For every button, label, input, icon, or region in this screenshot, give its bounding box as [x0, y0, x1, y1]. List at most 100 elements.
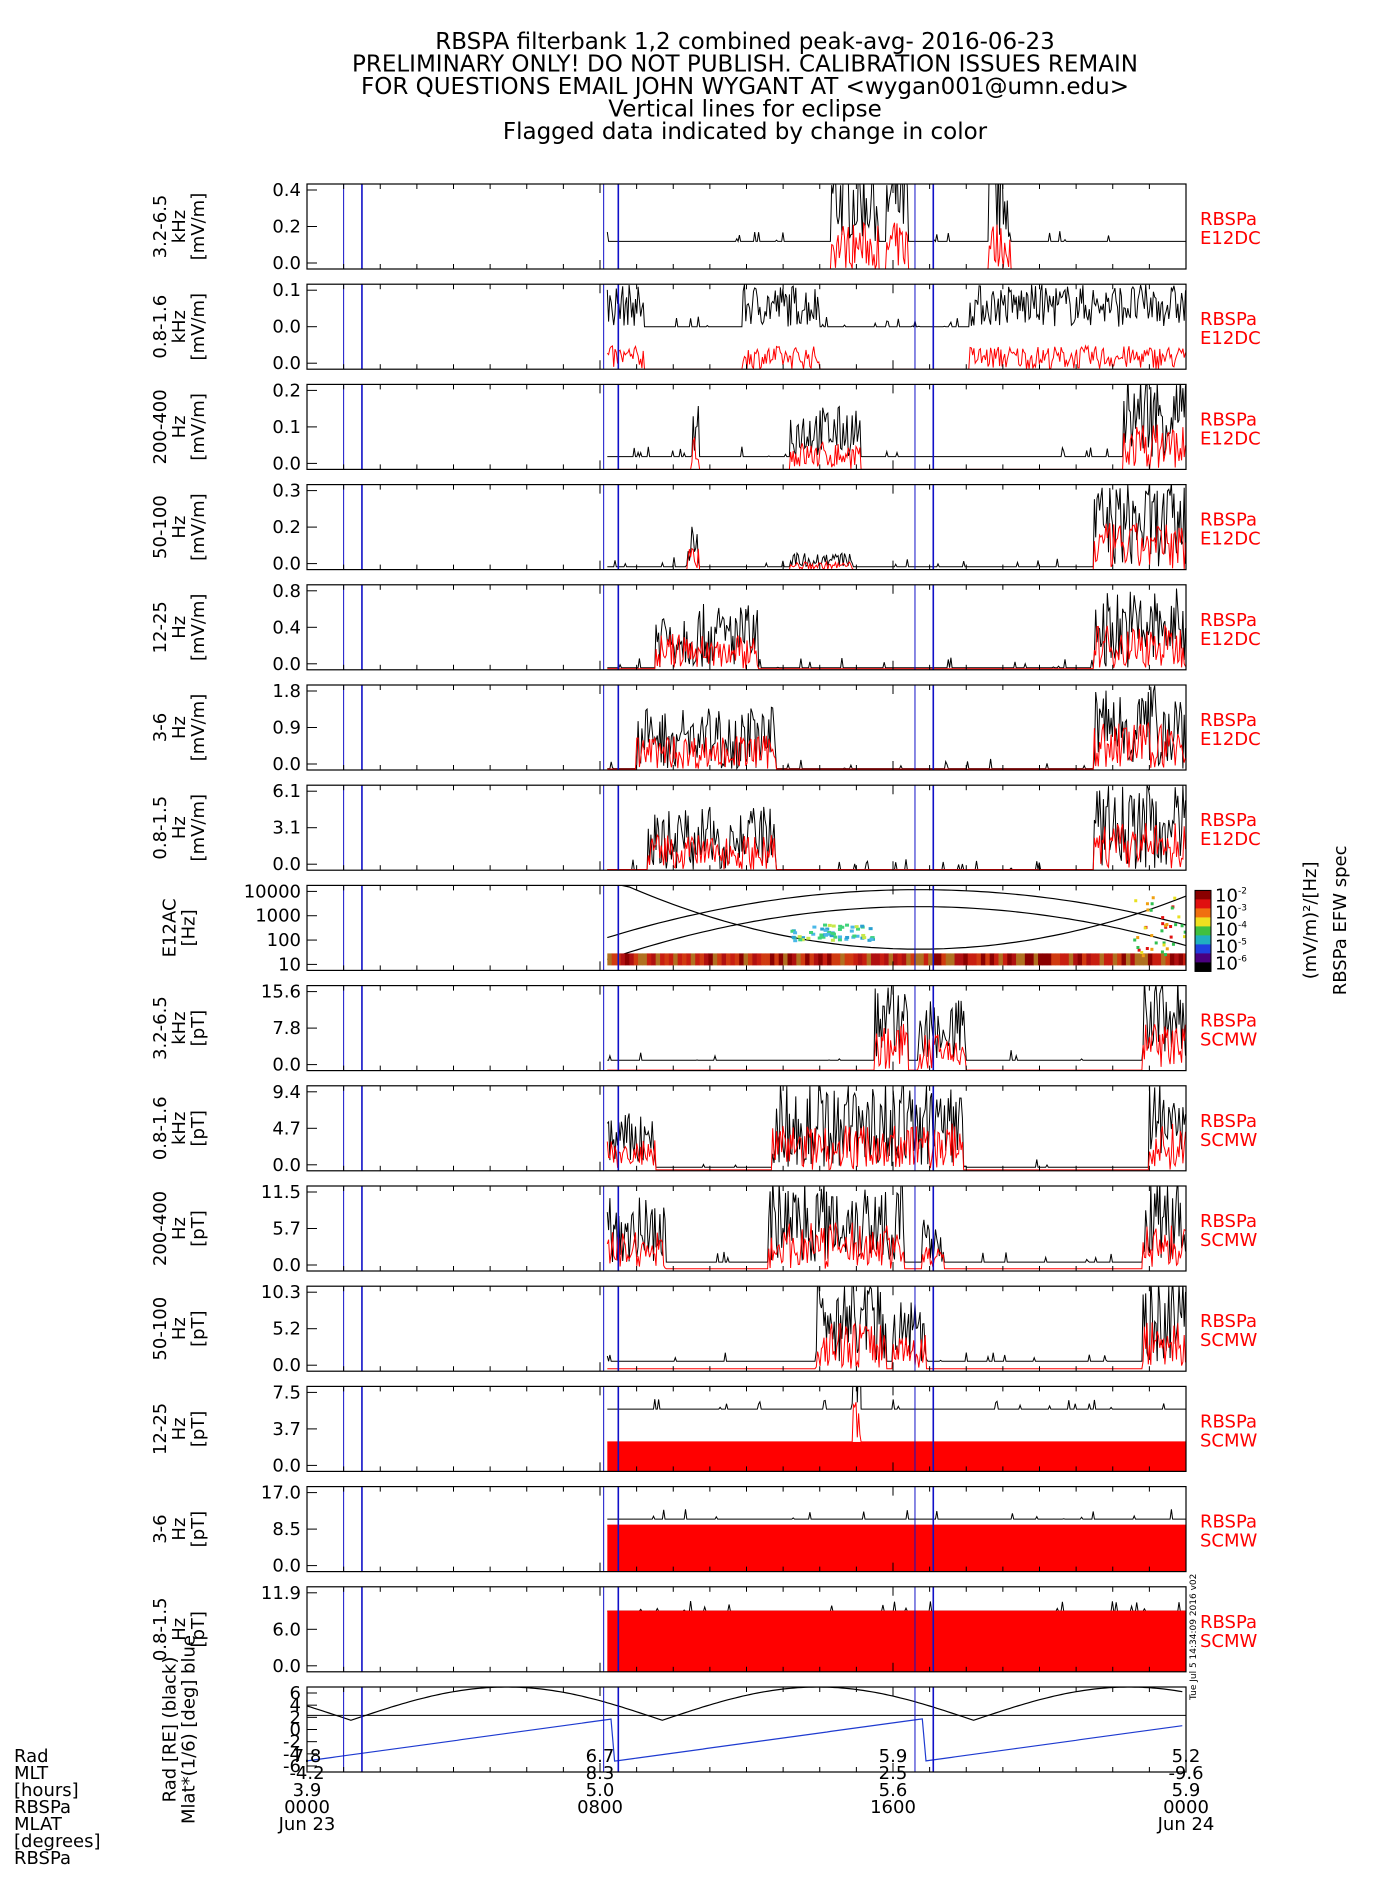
spectrogram-cell — [743, 953, 749, 966]
spectrogram-cell — [849, 929, 854, 933]
avg-series-fill — [607, 1525, 1186, 1572]
y-axis-label: Hz — [169, 1417, 190, 1440]
spectrogram-cell — [783, 953, 788, 966]
instrument-label: E12DC — [1200, 729, 1261, 750]
spectrogram-cell — [629, 953, 635, 966]
title-line-2: FOR QUESTIONS EMAIL JOHN WYGANT AT <wyga… — [361, 74, 1129, 100]
avg-series-line — [607, 221, 1186, 269]
y-axis-label: 12-25 — [150, 1403, 171, 1455]
spectrogram-cell — [791, 953, 797, 966]
y-axis-label: Hz — [169, 1518, 190, 1541]
spectrogram-cell — [1038, 953, 1043, 966]
panel-frame — [306, 1285, 1187, 1372]
spectrogram-cell — [801, 936, 806, 940]
x-axis-row-label: MLAT — [14, 1814, 63, 1835]
spectrogram-cell — [829, 934, 834, 938]
y-tick-label: 11.5 — [261, 1182, 301, 1203]
spectrogram-cell — [638, 953, 643, 966]
panel-frame — [306, 784, 1187, 871]
peak-series-line — [607, 1386, 1186, 1410]
probe-label: RBSPa — [1200, 1111, 1257, 1132]
y-tick-label: 0.0 — [272, 754, 301, 775]
avg-series-line — [606, 1222, 1186, 1270]
spectrogram-cell — [1183, 953, 1186, 966]
spectrogram-cell — [888, 953, 894, 966]
figure-title: RBSPA filterbank 1,2 combined peak-avg- … — [352, 29, 1138, 145]
colorbar-segment — [1195, 899, 1211, 909]
colorbar-tick-exponent: -3 — [1238, 903, 1247, 913]
spectrogram-cell — [660, 953, 665, 966]
spectrogram-cell — [1165, 947, 1169, 951]
spectrogram-cell — [1161, 922, 1165, 926]
spectrogram-cell — [830, 938, 835, 942]
y-axis-label: [mV/m] — [188, 393, 209, 461]
spectrogram-cell — [824, 933, 829, 937]
spectrogram-cell — [756, 953, 762, 966]
y-tick-label: 0.9 — [272, 718, 301, 739]
y-axis-label: 200-400 — [150, 389, 171, 464]
probe-label: RBSPa — [1200, 610, 1257, 631]
spectrogram-cell — [852, 934, 857, 938]
y-tick-label: 6 — [290, 1683, 301, 1704]
instrument-label: E12DC — [1200, 529, 1261, 550]
y-tick-label: 0.1 — [272, 280, 301, 301]
spectrogram-cell — [1156, 953, 1162, 966]
spectrogram-cell — [1134, 899, 1138, 903]
y-tick-label: 0.3 — [272, 481, 301, 502]
peak-series-line — [607, 484, 1186, 568]
x-axis-value: 5.6 — [879, 1780, 908, 1801]
spectrogram-cell — [837, 938, 842, 942]
y-axis-label: 200-400 — [150, 1191, 171, 1266]
spectrogram-cell — [668, 953, 674, 966]
spectrogram-cell — [860, 924, 865, 928]
y-axis-label: kHz — [169, 1112, 190, 1145]
panel-data-15 — [307, 1687, 1186, 1762]
spectrogram-cell — [1016, 953, 1021, 966]
spectrogram-cell — [1171, 942, 1175, 946]
spectrogram-cell — [954, 953, 960, 966]
instrument-label: SCMW — [1200, 1130, 1258, 1151]
spectrogram-cell — [793, 931, 798, 935]
spectrogram-cell — [739, 953, 744, 966]
spectrogram-cell — [1180, 924, 1184, 928]
spectrogram-cell — [1095, 953, 1100, 966]
x-axis-ephemeris-labels: RadMLT[hours]RBSPaMLAT[degrees]RBSPa7.8-… — [14, 1746, 1214, 1869]
spectrogram-cell — [1077, 953, 1083, 966]
spectrogram-cell — [906, 953, 911, 966]
x-axis-row-label: MLT — [14, 1763, 49, 1784]
y-tick-label: 0 — [290, 1720, 301, 1741]
spectrogram-cell — [856, 927, 861, 931]
instrument-label: SCMW — [1200, 1531, 1258, 1552]
spectrogram-cell — [1055, 953, 1061, 966]
x-axis-row-label: RBSPa — [14, 1848, 71, 1869]
y-tick-label: 0.0 — [272, 1055, 301, 1076]
spectrogram-cell — [721, 953, 727, 966]
spectrogram-cell — [980, 953, 986, 966]
peak-series-line — [607, 1601, 1186, 1612]
spectrogram-cell — [820, 927, 825, 931]
spectrogram-cell — [607, 953, 613, 966]
y-tick-label: 17.0 — [261, 1483, 301, 1504]
spectrogram-cell — [655, 953, 661, 966]
x-axis-value: 3.9 — [293, 1780, 322, 1801]
y-tick-label: 0.2 — [272, 217, 301, 238]
y-axis-label: Hz — [169, 415, 190, 438]
colorbar-tick-exponent: -4 — [1238, 920, 1247, 930]
y-axis-label: [mV/m] — [188, 794, 209, 862]
x-axis-value: 2.5 — [879, 1763, 908, 1784]
spectrogram-cell — [1177, 915, 1181, 919]
colorbar-tick-label: 10 — [1215, 936, 1238, 957]
y-tick-label: 8.5 — [272, 1519, 301, 1540]
y-axis-label: Hz — [169, 816, 190, 839]
spectrogram-cell — [830, 932, 835, 936]
spectrogram-cell — [1051, 953, 1056, 966]
spectrogram-cell — [994, 953, 999, 966]
panel-data-8 — [607, 985, 1186, 1071]
spectrogram-cell — [1149, 908, 1153, 912]
spectrogram-cell — [818, 953, 824, 966]
spectrogram-cell — [761, 953, 766, 966]
